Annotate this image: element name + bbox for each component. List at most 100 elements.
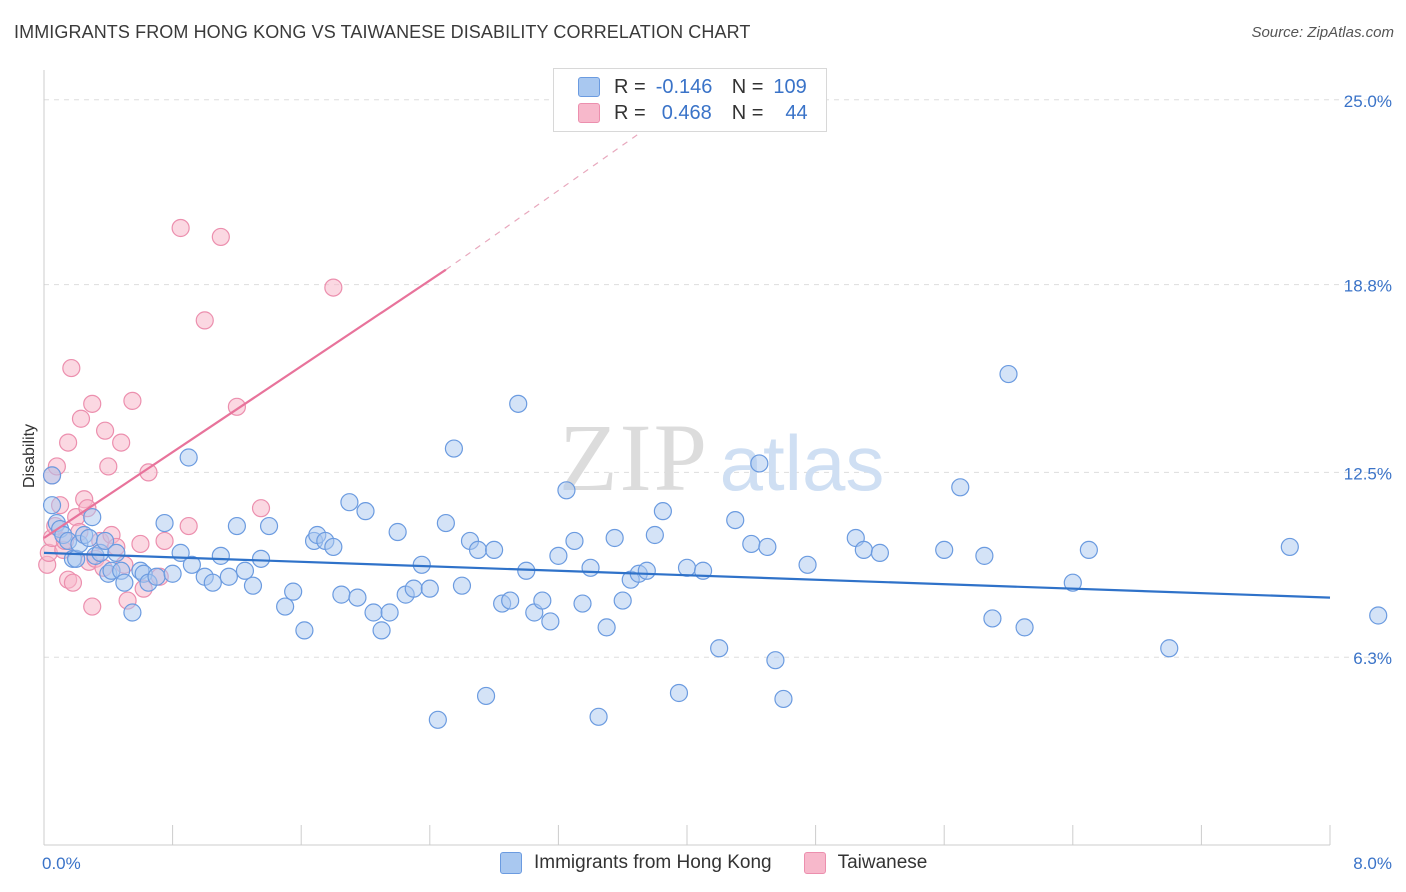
- axis-labels: 6.3% 12.5% 18.8% 25.0% 0.0% 8.0%: [42, 92, 1392, 873]
- hong-kong-point: [854, 540, 873, 560]
- legend-swatch-pink: [803, 852, 826, 874]
- legend-n-value: 44: [785, 101, 808, 124]
- taiwanese-point: [83, 597, 102, 616]
- legend-n-label: N =: [731, 75, 764, 98]
- taiwanese-point: [171, 218, 190, 238]
- hong-kong-point: [742, 534, 761, 554]
- hong-kong-point: [276, 597, 295, 616]
- hong-kong-point: [726, 510, 745, 530]
- hong-kong-point: [95, 531, 115, 551]
- hong-kong-point: [324, 537, 343, 557]
- hong-kong-point: [211, 546, 230, 565]
- hong-kong-point: [669, 683, 689, 703]
- hong-kong-point: [798, 555, 817, 574]
- hong-kong-point: [115, 573, 134, 592]
- hong-kong-point: [541, 612, 560, 631]
- hong-kong-point: [388, 522, 407, 542]
- hong-kong-point: [476, 686, 496, 706]
- watermark-atlas: atlas: [720, 419, 885, 507]
- legend-n-label: N =: [731, 101, 764, 124]
- legend-swatch-blue: [500, 852, 522, 874]
- hong-kong-point: [935, 540, 954, 560]
- hong-kong-point: [203, 573, 222, 592]
- hong-kong-point: [163, 564, 182, 583]
- taiwanese-point: [112, 433, 131, 452]
- hong-kong-point: [766, 651, 785, 670]
- hong-kong-point: [356, 502, 375, 521]
- hong-kong-point: [1369, 606, 1388, 625]
- hong-kong-point: [42, 466, 62, 485]
- y-axis-title: Disability: [21, 424, 38, 488]
- hong-kong-point: [147, 567, 166, 586]
- source-label: Source: ZipAtlas.com: [1251, 24, 1394, 41]
- hong-kong-point: [589, 707, 608, 726]
- taiwanese-point: [139, 463, 158, 482]
- taiwanese-point: [131, 534, 150, 554]
- watermark-zip: ZIP: [559, 404, 709, 511]
- legend-r-label: R =: [614, 75, 646, 98]
- hong-kong-point: [758, 537, 777, 557]
- hong-kong-point: [428, 710, 447, 729]
- taiwanese-point: [59, 433, 78, 452]
- correlation-legend: R = -0.146 N = 109 R = 0.468 N = 44: [553, 68, 827, 132]
- hong-kong-point: [251, 549, 271, 568]
- y-tick-label: 6.3%: [1353, 649, 1392, 668]
- legend-r-value: -0.146: [655, 75, 713, 98]
- taiwanese-trend-line: [43, 268, 447, 539]
- hong-kong-point: [182, 555, 201, 574]
- hong-kong-point: [340, 493, 359, 512]
- legend-swatch-pink: [578, 103, 600, 123]
- legend-n-value: 109: [773, 75, 807, 98]
- hong-kong-point: [348, 588, 367, 607]
- hong-kong-point: [468, 540, 488, 560]
- chart-title: IMMIGRANTS FROM HONG KONG VS TAIWANESE D…: [14, 22, 751, 42]
- axes: [43, 70, 1331, 846]
- hong-kong-point: [999, 364, 1018, 384]
- y-tick-label: 18.8%: [1344, 277, 1392, 296]
- hong-kong-point: [372, 621, 391, 640]
- hong-kong-point: [605, 528, 624, 548]
- hong-kong-point: [485, 540, 504, 560]
- x-tick-label-max: 8.0%: [1353, 854, 1392, 873]
- taiwanese-point: [62, 358, 81, 378]
- hong-kong-point: [235, 561, 255, 580]
- taiwanese-point: [211, 227, 230, 247]
- hong-kong-point: [951, 478, 970, 497]
- hong-kong-point: [284, 582, 303, 601]
- hong-kong-point: [364, 603, 383, 622]
- hong-kong-point: [1079, 540, 1098, 560]
- hong-kong-point: [243, 576, 263, 595]
- legend-r-label: R =: [614, 101, 646, 124]
- taiwanese-point: [95, 421, 115, 440]
- hong-kong-point: [501, 591, 520, 610]
- legend-item-hong-kong[interactable]: Immigrants from Hong Kong: [500, 852, 772, 874]
- hong-kong-point: [444, 439, 464, 458]
- y-tick-label: 25.0%: [1344, 92, 1392, 111]
- x-tick-label-min: 0.0%: [42, 854, 81, 873]
- taiwanese-point: [324, 278, 343, 297]
- hong-kong-point: [179, 448, 198, 467]
- hong-kong-point: [1280, 537, 1299, 557]
- hong-kong-point: [380, 603, 399, 622]
- legend-row-hong-kong: R = -0.146 N = 109: [578, 75, 807, 99]
- hong-kong-point: [533, 591, 552, 610]
- hong-kong-point: [42, 496, 62, 515]
- legend-label-hong-kong: Immigrants from Hong Kong: [534, 852, 772, 873]
- hong-kong-point: [870, 543, 890, 562]
- hong-kong-point: [79, 528, 99, 548]
- hong-kong-point: [227, 516, 246, 536]
- legend-item-taiwanese[interactable]: Taiwanese: [803, 852, 928, 874]
- hong-kong-trend-line: [43, 551, 1331, 599]
- legend-label-taiwanese: Taiwanese: [837, 852, 928, 873]
- taiwanese-point: [71, 409, 91, 428]
- hong-kong-point: [750, 454, 769, 473]
- series-legend: Immigrants from Hong Kong Taiwanese: [500, 852, 959, 874]
- hong-kong-point: [975, 546, 994, 565]
- hong-kong-point: [83, 508, 102, 527]
- hong-kong-point: [295, 621, 314, 640]
- hong-kong-point: [107, 543, 126, 562]
- hong-kong-point: [637, 561, 656, 580]
- hong-kong-point: [677, 558, 697, 577]
- taiwanese-point: [155, 531, 174, 551]
